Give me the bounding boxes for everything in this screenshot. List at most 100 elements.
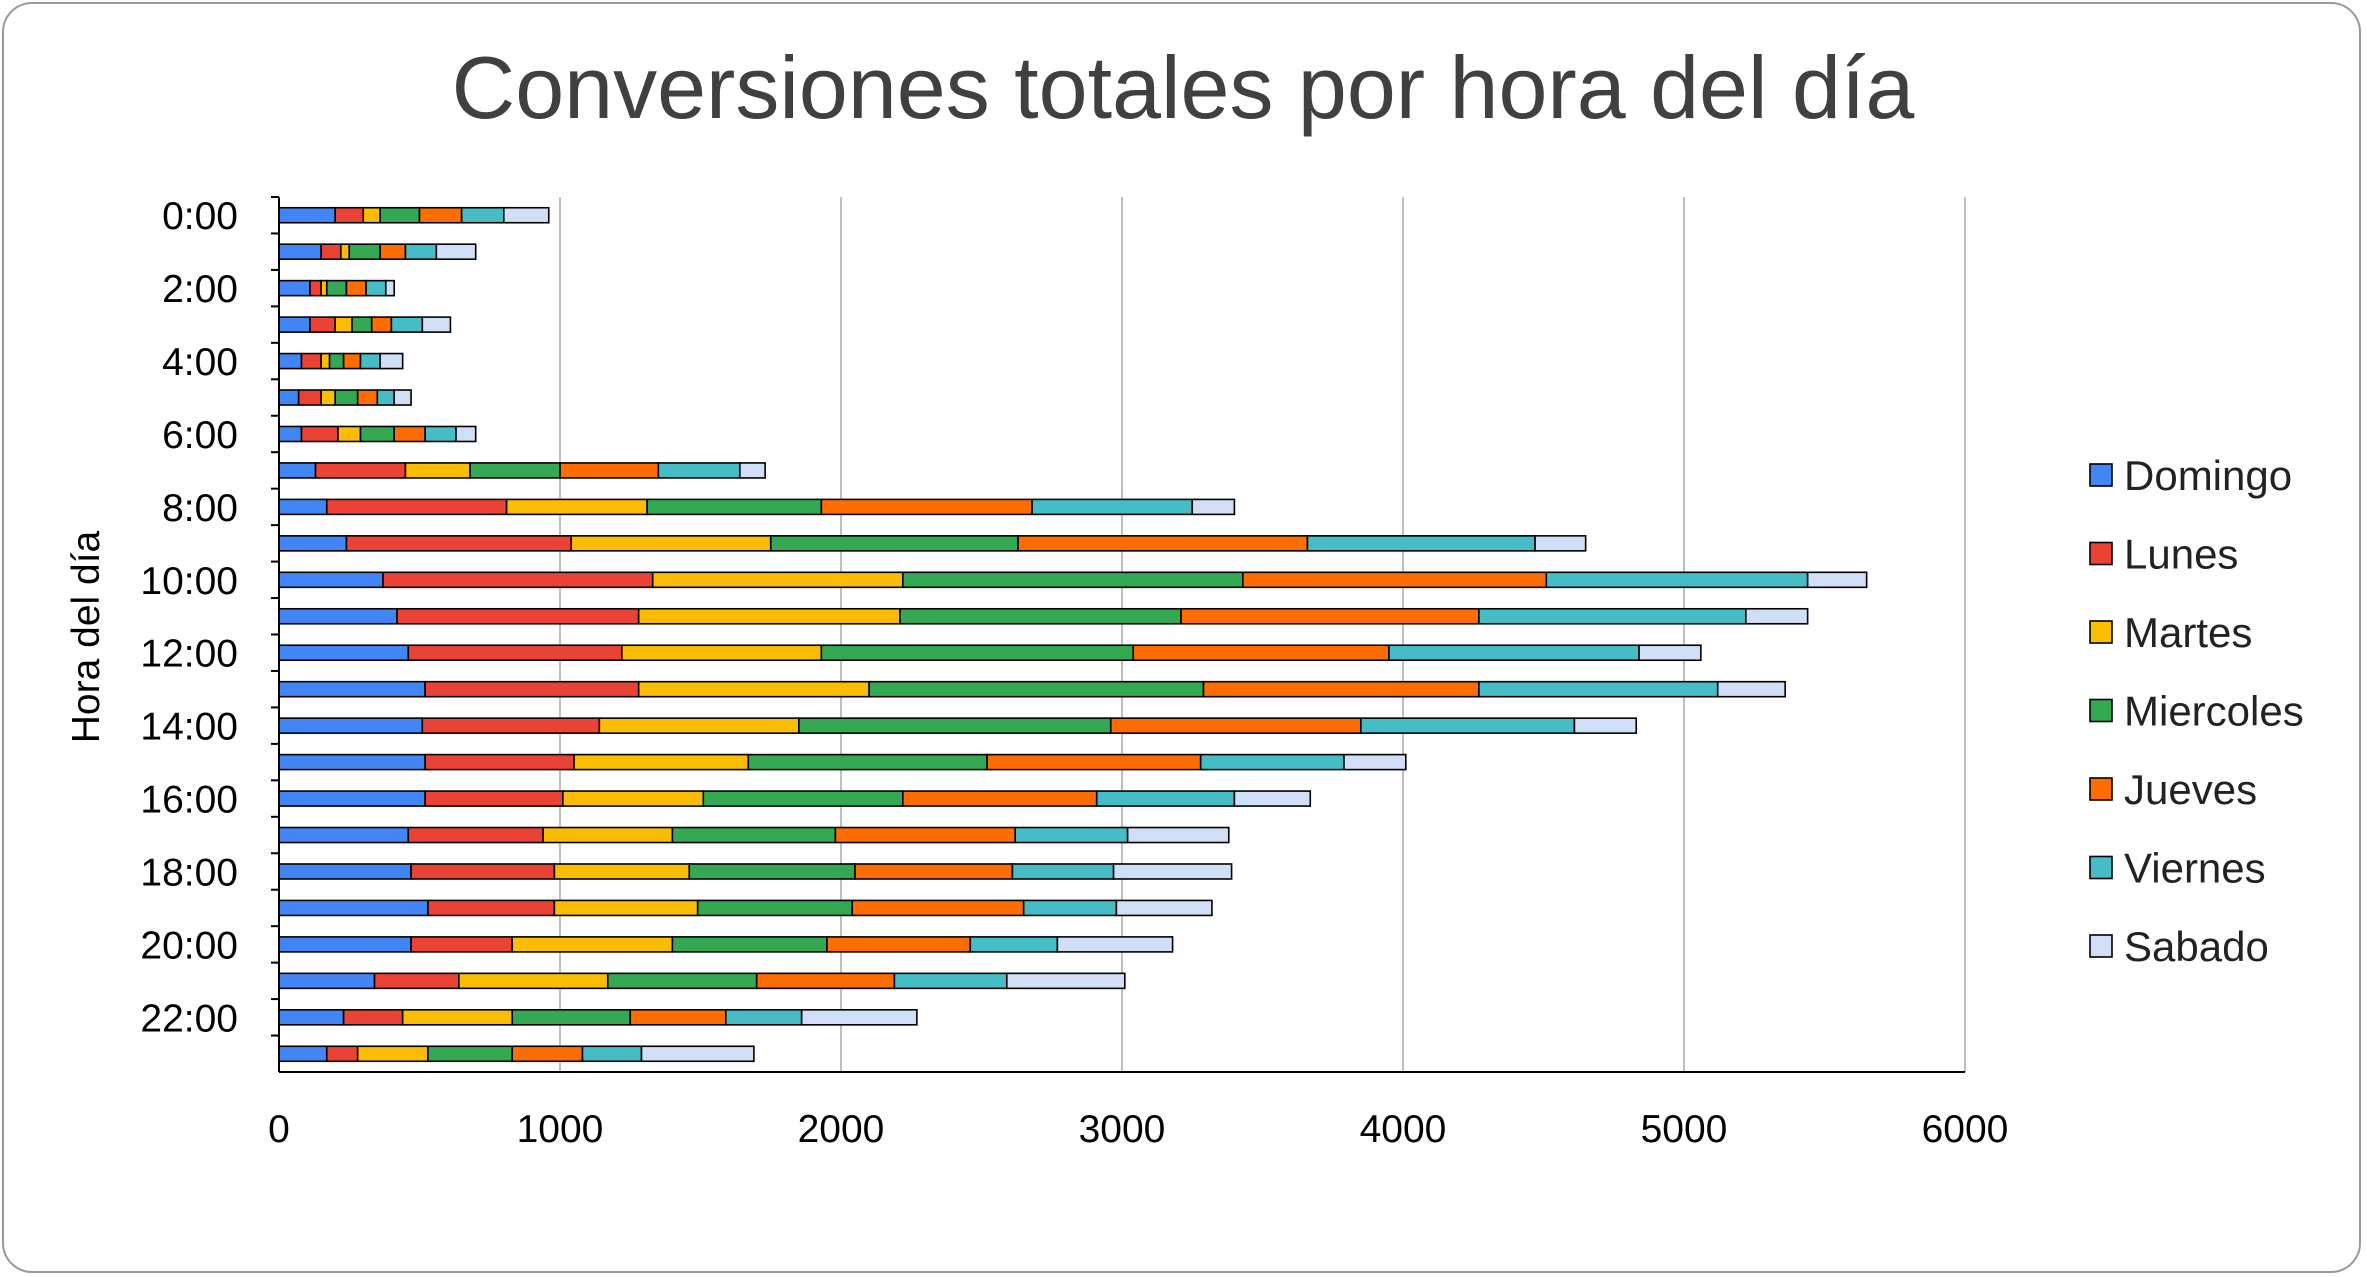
bar-segment-jueves-17-00 bbox=[834, 826, 1017, 844]
bar-segment-jueves-11-00 bbox=[1180, 607, 1480, 625]
bar-segment-domingo-22-00 bbox=[278, 1009, 345, 1026]
bar-segment-martes-12-00 bbox=[621, 644, 823, 662]
bar-segment-viernes-13-00 bbox=[1478, 680, 1719, 698]
bar-segment-sabado-10-00 bbox=[1806, 571, 1868, 589]
x-tick-labels: 0 1000 2000 3000 4000 5000 6000 bbox=[268, 1108, 2008, 1151]
bar-segment-domingo-3-00 bbox=[278, 316, 311, 333]
bar-segment-viernes-3-00 bbox=[390, 316, 424, 333]
bar-segment-domingo-2-00 bbox=[278, 279, 311, 297]
legend-label-miercoles: Miercoles bbox=[2124, 688, 2304, 735]
bar-segment-viernes-14-00 bbox=[1360, 717, 1576, 734]
bar-segment-jueves-1-00 bbox=[379, 243, 407, 260]
y-axis-title: Hora del día bbox=[65, 530, 108, 743]
gridlines bbox=[559, 197, 1966, 1072]
bar-segment-viernes-1-00 bbox=[404, 243, 438, 260]
bar-segment-sabado-20-00 bbox=[1056, 936, 1174, 953]
x-tick-label: 3000 bbox=[1079, 1108, 1166, 1151]
bar-segment-martes-3-00 bbox=[334, 316, 353, 333]
bar-segment-miercoles-16-00 bbox=[702, 790, 904, 807]
bar-segment-lunes-16-00 bbox=[424, 790, 564, 807]
bar-segment-sabado-4-00 bbox=[379, 352, 404, 370]
bar-segment-domingo-13-00 bbox=[278, 680, 426, 698]
bar-segment-miercoles-4-00 bbox=[328, 352, 345, 370]
bar-segment-martes-9-00 bbox=[570, 535, 772, 552]
x-tick-label: 4000 bbox=[1360, 1108, 1447, 1151]
bar-segment-martes-13-00 bbox=[637, 680, 870, 698]
bar-segment-jueves-23-00 bbox=[511, 1045, 584, 1063]
bar-segment-jueves-9-00 bbox=[1017, 535, 1309, 552]
bar-segment-miercoles-20-00 bbox=[671, 936, 828, 953]
bar-segment-martes-7-00 bbox=[404, 462, 471, 479]
bar-segment-martes-6-00 bbox=[337, 425, 362, 443]
bar-segment-viernes-11-00 bbox=[1478, 607, 1747, 625]
bar-segment-martes-15-00 bbox=[573, 753, 750, 771]
bar-segment-viernes-23-00 bbox=[581, 1045, 643, 1063]
bar-segment-miercoles-9-00 bbox=[769, 535, 1019, 552]
bar-segment-domingo-21-00 bbox=[278, 972, 376, 990]
bar-segment-jueves-8-00 bbox=[820, 498, 1033, 516]
bar-segment-viernes-19-00 bbox=[1022, 899, 1118, 917]
bar-segment-lunes-9-00 bbox=[345, 535, 573, 552]
bar-segment-viernes-6-00 bbox=[424, 425, 457, 443]
bar-segment-martes-4-00 bbox=[320, 352, 331, 370]
bar-segment-martes-23-00 bbox=[356, 1045, 429, 1063]
bar-segment-sabado-19-00 bbox=[1115, 899, 1213, 917]
bar-segment-viernes-15-00 bbox=[1199, 753, 1345, 771]
bar-segment-sabado-16-00 bbox=[1233, 790, 1312, 807]
y-tick-label: 18:00 bbox=[140, 851, 238, 894]
bar-segment-miercoles-2-00 bbox=[325, 279, 348, 297]
bar-segment-lunes-15-00 bbox=[424, 753, 575, 771]
bar-segment-sabado-21-00 bbox=[1005, 972, 1126, 990]
bar-segment-martes-18-00 bbox=[553, 863, 691, 880]
bar-segment-domingo-20-00 bbox=[278, 936, 412, 953]
bar-segment-martes-14-00 bbox=[598, 717, 800, 734]
bar-segment-martes-21-00 bbox=[458, 972, 609, 990]
legend-swatch-domingo bbox=[2089, 463, 2113, 487]
bar-segment-lunes-10-00 bbox=[382, 571, 654, 589]
bar-segment-jueves-10-00 bbox=[1242, 571, 1548, 589]
bar-segment-sabado-15-00 bbox=[1343, 753, 1407, 771]
bar-segment-viernes-10-00 bbox=[1545, 571, 1809, 589]
bar-segment-domingo-4-00 bbox=[278, 352, 303, 370]
bar-segment-miercoles-12-00 bbox=[820, 644, 1135, 662]
y-tick-label: 10:00 bbox=[140, 560, 238, 603]
bar-segment-miercoles-15-00 bbox=[747, 753, 988, 771]
bar-segment-jueves-16-00 bbox=[902, 790, 1098, 807]
bar-segment-martes-2-00 bbox=[320, 279, 328, 297]
legend-label-jueves: Jueves bbox=[2124, 766, 2257, 813]
legend-swatch-martes bbox=[2089, 620, 2113, 644]
bar-segment-martes-19-00 bbox=[553, 899, 699, 917]
bar-segment-martes-11-00 bbox=[637, 607, 901, 625]
bar-segment-sabado-11-00 bbox=[1745, 607, 1809, 625]
bar-segment-miercoles-3-00 bbox=[351, 316, 373, 333]
x-tick-label: 0 bbox=[268, 1108, 290, 1151]
bar-segment-miercoles-14-00 bbox=[798, 717, 1112, 734]
y-tick-label: 12:00 bbox=[140, 633, 238, 676]
bar-segment-viernes-21-00 bbox=[893, 972, 1008, 990]
bar-segment-miercoles-7-00 bbox=[469, 462, 561, 479]
bar-segment-lunes-22-00 bbox=[342, 1009, 404, 1026]
y-tick-label: 6:00 bbox=[162, 414, 238, 457]
bar-segment-sabado-12-00 bbox=[1638, 644, 1702, 662]
legend-swatch-jueves bbox=[2089, 777, 2113, 801]
bar-segment-domingo-23-00 bbox=[278, 1045, 328, 1063]
bar-segment-lunes-20-00 bbox=[410, 936, 514, 953]
bar-segment-sabado-14-00 bbox=[1573, 717, 1638, 734]
y-tick-labels: 0:00 2:00 4:00 6:00 8:00 10:00 12:00 14:00 16:00… bbox=[140, 195, 238, 1040]
bar-segment-domingo-8-00 bbox=[278, 498, 328, 516]
legend-swatch-viernes bbox=[2089, 855, 2113, 880]
legend-label-viernes: Viernes bbox=[2124, 845, 2266, 892]
bar-segment-jueves-14-00 bbox=[1109, 717, 1362, 734]
x-tick-label: 2000 bbox=[798, 1108, 885, 1151]
bar-segment-sabado-1-00 bbox=[435, 243, 477, 260]
bar-segment-viernes-16-00 bbox=[1095, 790, 1236, 807]
bar-segment-jueves-5-00 bbox=[356, 389, 379, 406]
bar-segment-miercoles-11-00 bbox=[899, 607, 1182, 625]
y-tick-label: 4:00 bbox=[162, 341, 238, 384]
bar-segment-martes-20-00 bbox=[511, 936, 674, 953]
bar-segment-sabado-2-00 bbox=[384, 279, 396, 297]
legend-label-sabado: Sabado bbox=[2124, 923, 2269, 970]
bar-segment-viernes-9-00 bbox=[1306, 535, 1536, 552]
x-tick-label: 5000 bbox=[1641, 1108, 1728, 1151]
bar-segment-domingo-19-00 bbox=[278, 899, 429, 917]
